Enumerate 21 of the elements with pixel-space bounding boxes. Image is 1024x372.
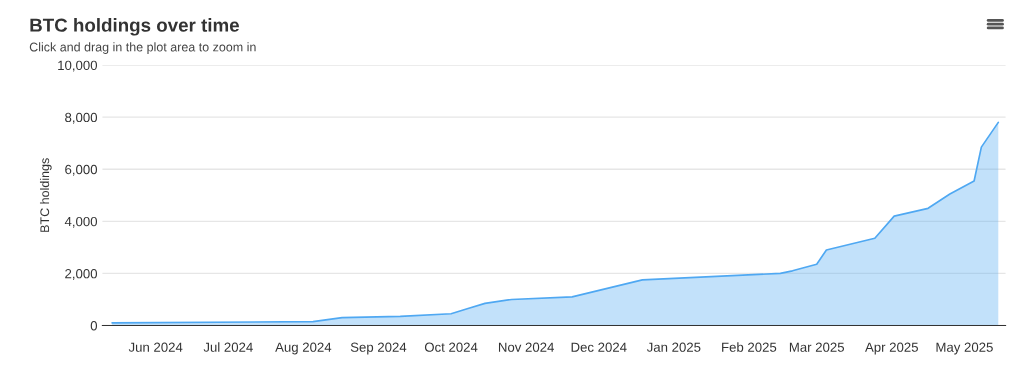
x-tick-label: Apr 2025 [865, 342, 918, 355]
chart-subtitle: Click and drag in the plot area to zoom in [29, 42, 256, 54]
x-tick-label: Jan 2025 [646, 342, 701, 352]
chart-title: BTC holdings over time [30, 18, 239, 36]
y-tick-label: 2,000 [65, 268, 98, 280]
x-tick-label: Sep 2024 [350, 342, 407, 355]
x-tick-label: Jun 2024 [128, 342, 183, 352]
y-tick-label: 6,000 [65, 164, 98, 176]
x-tick-label: Aug 2024 [275, 342, 332, 355]
x-tick-label: Nov 2024 [498, 342, 554, 352]
y-tick-label: 4,000 [64, 216, 98, 228]
y-tick-label: 0 [90, 321, 98, 331]
x-tick-label: Oct 2024 [424, 342, 478, 352]
y-tick-label: 10,000 [58, 60, 98, 72]
x-tick-label: Mar 2025 [789, 342, 845, 352]
x-tick-label: Dec 2024 [571, 342, 627, 352]
x-tick-label: Jul 2024 [203, 342, 253, 352]
y-axis-title: BTC holdings [39, 158, 52, 232]
y-tick-label: 8,000 [65, 112, 98, 124]
x-tick-label: May 2025 [936, 342, 993, 355]
x-tick-label: Feb 2025 [722, 342, 777, 352]
